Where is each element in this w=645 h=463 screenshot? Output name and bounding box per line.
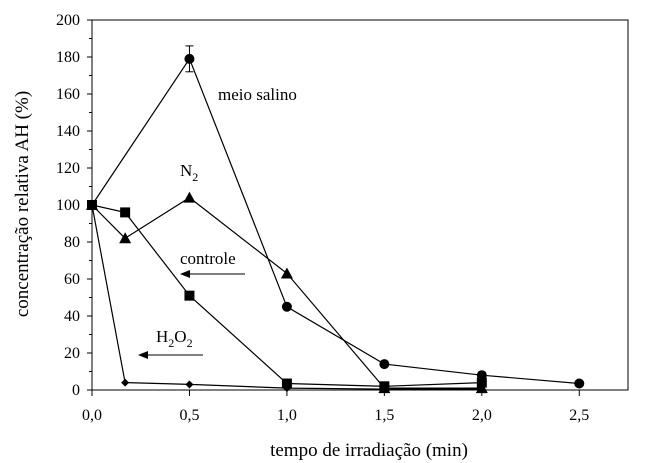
data-point: [574, 378, 585, 389]
y-tick-label: 160: [56, 86, 80, 103]
y-axis-ticks: 0 20 40 60 80 100 120 140 160 180 200: [56, 12, 92, 399]
plot-frame: [91, 19, 629, 391]
y-tick-label: 20: [64, 345, 80, 362]
y-tick-label: 80: [64, 234, 80, 251]
x-axis-ticks: 0,0 0,5 1,0 1,5 2,0 2,5: [82, 390, 589, 424]
x-tick-label: 0,0: [82, 407, 102, 424]
series-layer: [86, 45, 585, 394]
series-diamond: [88, 201, 486, 394]
y-tick-label: 0: [72, 382, 80, 399]
data-point: [119, 232, 132, 244]
series-line: [91, 196, 482, 389]
annotation-h2o2-o: O: [174, 327, 186, 346]
arrow-h2o2-head: [138, 351, 148, 359]
annotation-h2o2-sub2: 2: [187, 336, 193, 350]
data-point: [121, 378, 130, 387]
x-tick-label: 1,0: [277, 407, 297, 424]
data-point: [380, 385, 389, 394]
y-axis-label: concentração relativa AH (%): [12, 91, 33, 317]
series-line: [91, 204, 482, 390]
x-tick-label: 1,5: [374, 407, 394, 424]
annotation-h2o2-sub1: 2: [168, 336, 174, 350]
y-tick-label: 40: [64, 308, 80, 325]
y-tick-label: 100: [56, 197, 80, 214]
x-tick-label: 2,0: [472, 407, 492, 424]
data-point: [281, 301, 292, 312]
y-tick-label: 200: [56, 12, 80, 29]
annotation-controle: controle: [180, 249, 236, 268]
series-line: [91, 57, 580, 385]
x-tick-label: 2,5: [569, 407, 589, 424]
x-axis-label: tempo de irradiação (min): [270, 440, 468, 461]
data-point: [88, 201, 96, 209]
y-tick-label: 120: [56, 160, 80, 177]
data-point: [476, 377, 487, 388]
annotation-n2-base: N: [180, 161, 192, 180]
data-point: [184, 53, 195, 64]
y-tick-label: 140: [56, 123, 80, 140]
x-tick-label: 0,5: [179, 407, 199, 424]
data-point: [183, 191, 196, 203]
annotation-n2-subscript: 2: [192, 170, 198, 184]
arrow-controle-head: [180, 270, 190, 278]
annotation-n2: N2: [180, 161, 198, 184]
data-point: [120, 207, 131, 218]
y-tick-label: 180: [56, 49, 80, 66]
series-line: [91, 204, 482, 387]
data-point: [184, 290, 195, 301]
series-triangle: [86, 191, 488, 394]
y-tick-label: 60: [64, 271, 80, 288]
series-square: [87, 200, 487, 392]
data-point: [282, 384, 291, 393]
data-point: [280, 267, 293, 279]
annotation-h2o2-h: H: [156, 327, 168, 346]
annotation-meio-salino: meio salino: [218, 85, 297, 104]
data-point: [281, 378, 292, 389]
data-point: [185, 380, 194, 389]
annotation-h2o2: H2O2: [156, 327, 193, 350]
data-point: [379, 359, 390, 370]
data-point: [477, 385, 486, 394]
plot-area-border: [91, 19, 629, 391]
